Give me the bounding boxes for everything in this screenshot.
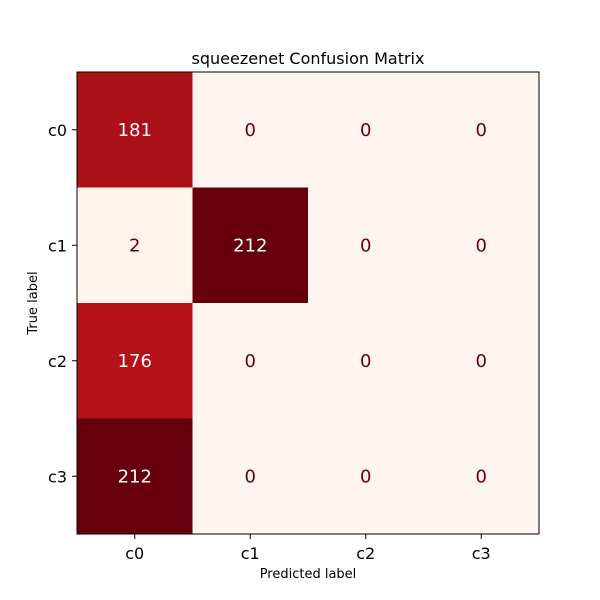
plot-frame bbox=[76, 71, 540, 535]
cell-value-c2-c0: 176 bbox=[118, 351, 152, 372]
x-tick-label-c1: c1 bbox=[241, 544, 260, 563]
heatmap-cell-c3-c1 bbox=[192, 418, 309, 535]
cell-value-c2-c3: 0 bbox=[476, 351, 487, 372]
heatmap-cell-c1-c1 bbox=[192, 187, 309, 304]
cell-value-c3-c2: 0 bbox=[360, 466, 371, 487]
heatmap-cell-c2-c2 bbox=[308, 303, 424, 419]
heatmap-cell-c3-c2 bbox=[308, 418, 424, 535]
y-tick-label-c2: c2 bbox=[48, 352, 67, 371]
x-tick-label-c3: c3 bbox=[472, 544, 491, 563]
cell-value-c0-c2: 0 bbox=[360, 120, 371, 141]
x-axis-label: Predicted label bbox=[260, 567, 357, 582]
cell-value-c0-c0: 181 bbox=[118, 120, 152, 141]
y-axis-ticks: c0 c1 c2 c3 bbox=[48, 121, 77, 486]
cell-value-c3-c0: 212 bbox=[118, 466, 152, 487]
cell-value-c1-c0: 2 bbox=[129, 235, 140, 256]
heatmap-cell-c0-c1 bbox=[192, 72, 309, 188]
heatmap-cell-c3-c3 bbox=[423, 418, 540, 535]
cell-value-c1-c1: 212 bbox=[233, 235, 267, 256]
chart-title: squeezenet Confusion Matrix bbox=[192, 49, 425, 68]
heatmap-cell-c1-c3 bbox=[423, 187, 540, 304]
y-axis-label: True label bbox=[26, 271, 41, 335]
x-tick-label-c0: c0 bbox=[125, 544, 144, 563]
heatmap-cell-c2-c0 bbox=[77, 303, 193, 419]
heatmap-cell-c2-c3 bbox=[423, 303, 540, 419]
heatmap-cell-c0-c2 bbox=[308, 72, 424, 188]
heatmap-cells: 181 0 0 0 2 212 0 0 176 0 0 0 212 0 0 0 bbox=[77, 72, 540, 535]
y-tick-label-c3: c3 bbox=[48, 467, 67, 486]
cell-value-c3-c3: 0 bbox=[476, 466, 487, 487]
heatmap-cell-c1-c0 bbox=[77, 187, 193, 304]
cell-value-c1-c2: 0 bbox=[360, 235, 371, 256]
heatmap-cell-c2-c1 bbox=[192, 303, 309, 419]
heatmap-cell-c1-c2 bbox=[308, 187, 424, 304]
cell-value-c0-c3: 0 bbox=[476, 120, 487, 141]
cell-value-c0-c1: 0 bbox=[245, 120, 256, 141]
x-tick-label-c2: c2 bbox=[356, 544, 375, 563]
heatmap-cell-c3-c0 bbox=[77, 418, 193, 535]
heatmap-cell-c0-c3 bbox=[423, 72, 540, 188]
cell-value-c1-c3: 0 bbox=[476, 235, 487, 256]
cell-value-c2-c1: 0 bbox=[245, 351, 256, 372]
x-axis-ticks: c0 c1 c2 c3 bbox=[125, 534, 491, 563]
cell-value-c3-c1: 0 bbox=[245, 466, 256, 487]
y-tick-label-c0: c0 bbox=[48, 121, 67, 140]
y-tick-label-c1: c1 bbox=[48, 236, 67, 255]
cell-value-c2-c2: 0 bbox=[360, 351, 371, 372]
heatmap-cell-c0-c0 bbox=[77, 72, 193, 188]
